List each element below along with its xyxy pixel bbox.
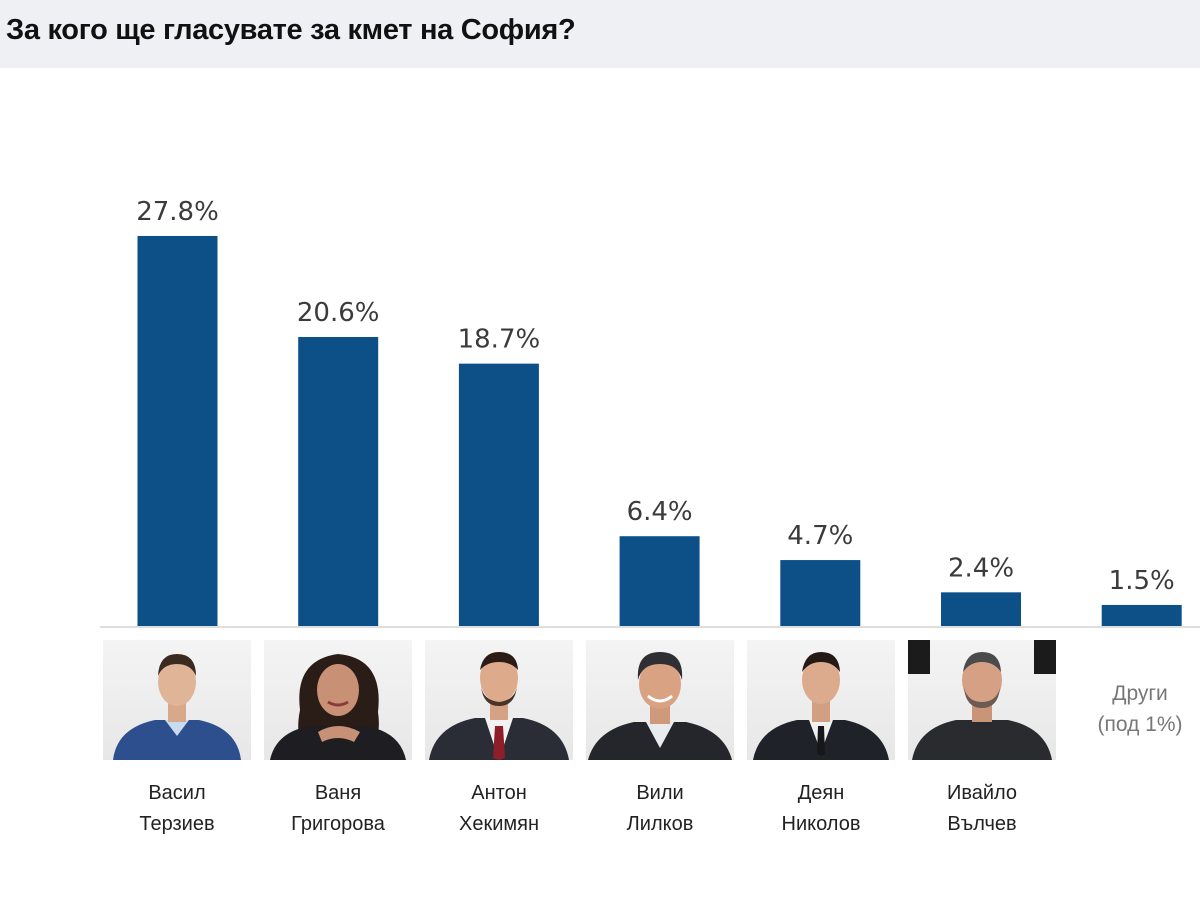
bar-others bbox=[1101, 604, 1182, 626]
candidate-photo-hekimyan bbox=[425, 640, 573, 760]
value-label-hekimyan: 18.7% bbox=[458, 325, 541, 355]
bar-valchev bbox=[941, 592, 1021, 626]
value-label-lilkov: 6.4% bbox=[627, 497, 693, 527]
candidate-photo-lilkov bbox=[586, 640, 734, 760]
others-label: Други (под 1%) bbox=[1097, 682, 1183, 736]
value-label-valchev: 2.4% bbox=[948, 553, 1014, 583]
bar-terziev bbox=[137, 235, 218, 626]
title-bar: За кого ще гласувате за кмет на София? bbox=[0, 0, 1200, 68]
bar-grigorova bbox=[298, 336, 379, 626]
bar-nikolov bbox=[780, 560, 861, 626]
candidate-photo-grigorova bbox=[264, 640, 412, 760]
value-label-nikolov: 4.7% bbox=[787, 521, 853, 551]
candidate-name-lilkov: Вили Лилков bbox=[626, 782, 694, 835]
candidate-name-grigorova: Ваня Григорова bbox=[291, 782, 385, 835]
candidate-name-hekimyan: Антон Хекимян bbox=[458, 782, 539, 835]
candidate-photo-terziev bbox=[103, 640, 251, 760]
value-label-others: 1.5% bbox=[1109, 566, 1175, 596]
candidate-name-terziev: Васил Терзиев bbox=[139, 782, 215, 835]
candidate-photo-valchev bbox=[908, 640, 1056, 760]
candidate-photo-nikolov bbox=[747, 640, 895, 760]
candidate-name-nikolov: Деян Николов bbox=[781, 782, 861, 835]
candidate-name-valchev: Ивайло Вълчев bbox=[946, 782, 1018, 835]
value-label-terziev: 27.8% bbox=[136, 197, 219, 227]
bar-hekimyan bbox=[458, 363, 539, 626]
bar-lilkov bbox=[619, 536, 700, 626]
chart-title: За кого ще гласувате за кмет на София? bbox=[6, 14, 576, 46]
value-label-grigorova: 20.6% bbox=[297, 298, 380, 328]
